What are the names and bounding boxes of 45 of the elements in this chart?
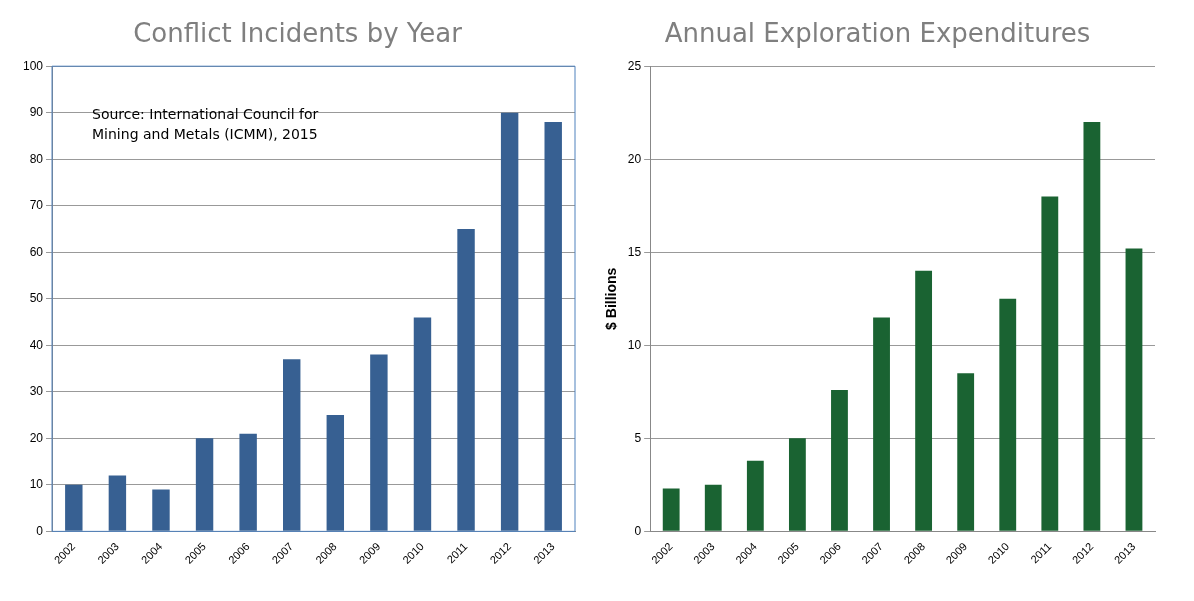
y-tick-label: 25 — [627, 58, 642, 73]
y-tick-label: 80 — [29, 151, 44, 166]
y-tick-label: 70 — [29, 198, 44, 213]
bar — [831, 389, 848, 531]
y-tick-label: 100 — [22, 58, 44, 73]
y-axis-title: $ Billions — [603, 267, 620, 330]
y-tick-label: 40 — [29, 337, 44, 352]
y-tick-label: 90 — [29, 105, 44, 120]
bar — [500, 112, 519, 531]
y-tick-label: 0 — [634, 523, 642, 538]
bar — [873, 317, 890, 531]
bar — [370, 354, 388, 531]
bar — [152, 489, 170, 531]
bar — [915, 270, 933, 531]
bar — [746, 460, 764, 531]
annotation: Source: International Council for Mining and Metals (ICMM), 2015 — [92, 105, 319, 142]
bar — [704, 484, 722, 531]
y-tick-label: 20 — [29, 430, 44, 445]
y-tick-label: 10 — [627, 337, 642, 352]
bar — [1125, 248, 1143, 531]
bar — [195, 438, 214, 531]
y-tick-label: 20 — [627, 151, 642, 166]
y-tick-label: 15 — [627, 244, 642, 259]
y-tick-label: 60 — [29, 244, 44, 259]
bar — [544, 122, 562, 531]
bar — [239, 433, 257, 531]
bar — [788, 438, 806, 531]
chart-title: Conflict Incidents by Year — [133, 18, 463, 49]
bar — [999, 298, 1017, 531]
bar — [283, 359, 301, 531]
bar — [957, 373, 975, 531]
y-tick-label: 0 — [36, 523, 44, 538]
y-tick-label: 10 — [29, 477, 44, 492]
bar — [65, 484, 83, 531]
bar — [413, 317, 432, 531]
y-tick-label: 5 — [634, 430, 642, 445]
y-tick-label: 30 — [29, 384, 44, 399]
chart-title: Annual Exploration Expenditures — [664, 18, 1091, 49]
y-tick-label: 50 — [29, 291, 44, 306]
bar — [326, 415, 345, 531]
bar — [1083, 122, 1101, 531]
bar — [108, 475, 127, 531]
bar — [457, 229, 475, 531]
bar — [662, 488, 680, 531]
bar — [1041, 196, 1059, 531]
